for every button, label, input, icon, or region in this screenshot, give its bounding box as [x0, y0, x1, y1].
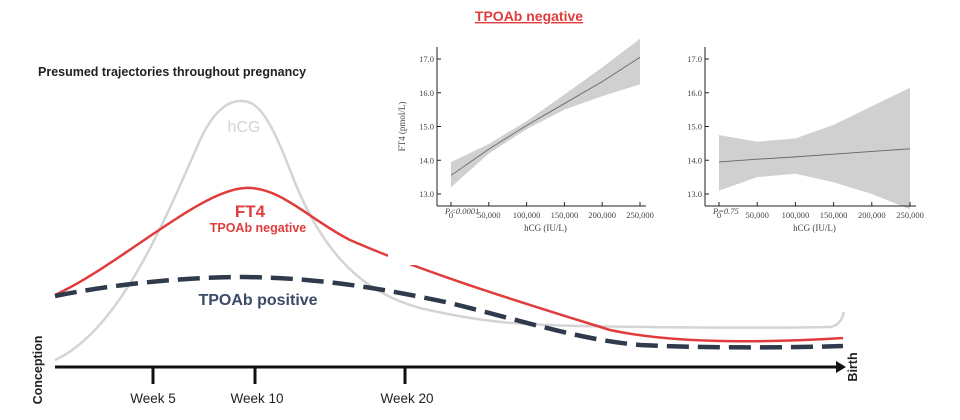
- x-tick-label: 250,000: [896, 210, 924, 220]
- y-tick-label: 17.0: [419, 54, 434, 64]
- inset-tpoab-positive: 13.0 14.0 15.0 16.0 17.0 0 50,000 100,000 150,00…: [687, 47, 924, 233]
- x-tick-label: 200,000: [588, 210, 616, 220]
- x-tick-label: 200,000: [858, 210, 886, 220]
- x-axis-label: hCG (IU/L): [524, 223, 567, 233]
- tpoab-positive-curve: [54, 274, 844, 350]
- tick-label-week-10: Week 10: [230, 391, 283, 406]
- inset-tpoab-negative: 13.0 14.0 15.0 16.0 17.0 0 50,000 100,000 150,00…: [397, 38, 654, 233]
- x-tick-label: 250,000: [626, 210, 654, 220]
- hcg-label: hCG: [228, 119, 261, 136]
- y-tick-label: 16.0: [687, 88, 702, 98]
- tpoab-positive-label: TPOAb positive: [198, 292, 317, 309]
- y-axis-label: FT4 (pmol/L): [397, 102, 407, 152]
- trajectory-chart: Presumed trajectories throughout pregnan…: [31, 65, 860, 406]
- regression-line: [718, 148, 911, 163]
- conception-label: Conception: [31, 336, 45, 405]
- confidence-band: [451, 38, 640, 188]
- x-tick-label: 150,000: [551, 210, 579, 220]
- y-tick-label: 15.0: [419, 122, 434, 132]
- y-tick-label: 15.0: [687, 122, 702, 132]
- x-tick-label: 100,000: [513, 210, 541, 220]
- ft4-label: FT4: [235, 202, 266, 221]
- regression-line: [450, 56, 641, 176]
- y-tick-label: 14.0: [687, 155, 702, 165]
- y-tick-label: 13.0: [419, 189, 434, 199]
- x-tick-label: 50,000: [746, 210, 769, 220]
- tick-label-week-20: Week 20: [380, 391, 433, 406]
- x-tick-label: 50,000: [477, 210, 500, 220]
- ft4-negative-curve: [54, 186, 844, 343]
- inset-title: TPOAb negative: [475, 8, 583, 24]
- y-tick-label: 13.0: [687, 189, 702, 199]
- trajectory-title: Presumed trajectories throughout pregnan…: [38, 65, 306, 79]
- x-tick-label: 150,000: [820, 210, 848, 220]
- y-tick-label: 14.0: [419, 155, 434, 165]
- timeline-arrowhead: [836, 361, 846, 373]
- confidence-band: [719, 87, 910, 210]
- tick-label-week-5: Week 5: [130, 391, 176, 406]
- x-tick-label: 0: [717, 210, 721, 220]
- x-tick-label: 100,000: [782, 210, 810, 220]
- y-tick-label: 16.0: [419, 88, 434, 98]
- y-tick-label: 17.0: [687, 54, 702, 64]
- birth-label: Birth: [846, 352, 860, 381]
- x-tick-label: 0: [449, 210, 453, 220]
- ft4-tpoab-negative-label: TPOAb negative: [210, 221, 307, 235]
- x-axis-label: hCG (IU/L): [793, 223, 836, 233]
- p-value-annotation: P=0.75: [712, 206, 739, 216]
- p-value-annotation: P<0.0001: [444, 206, 479, 216]
- hcg-curve: [54, 99, 846, 362]
